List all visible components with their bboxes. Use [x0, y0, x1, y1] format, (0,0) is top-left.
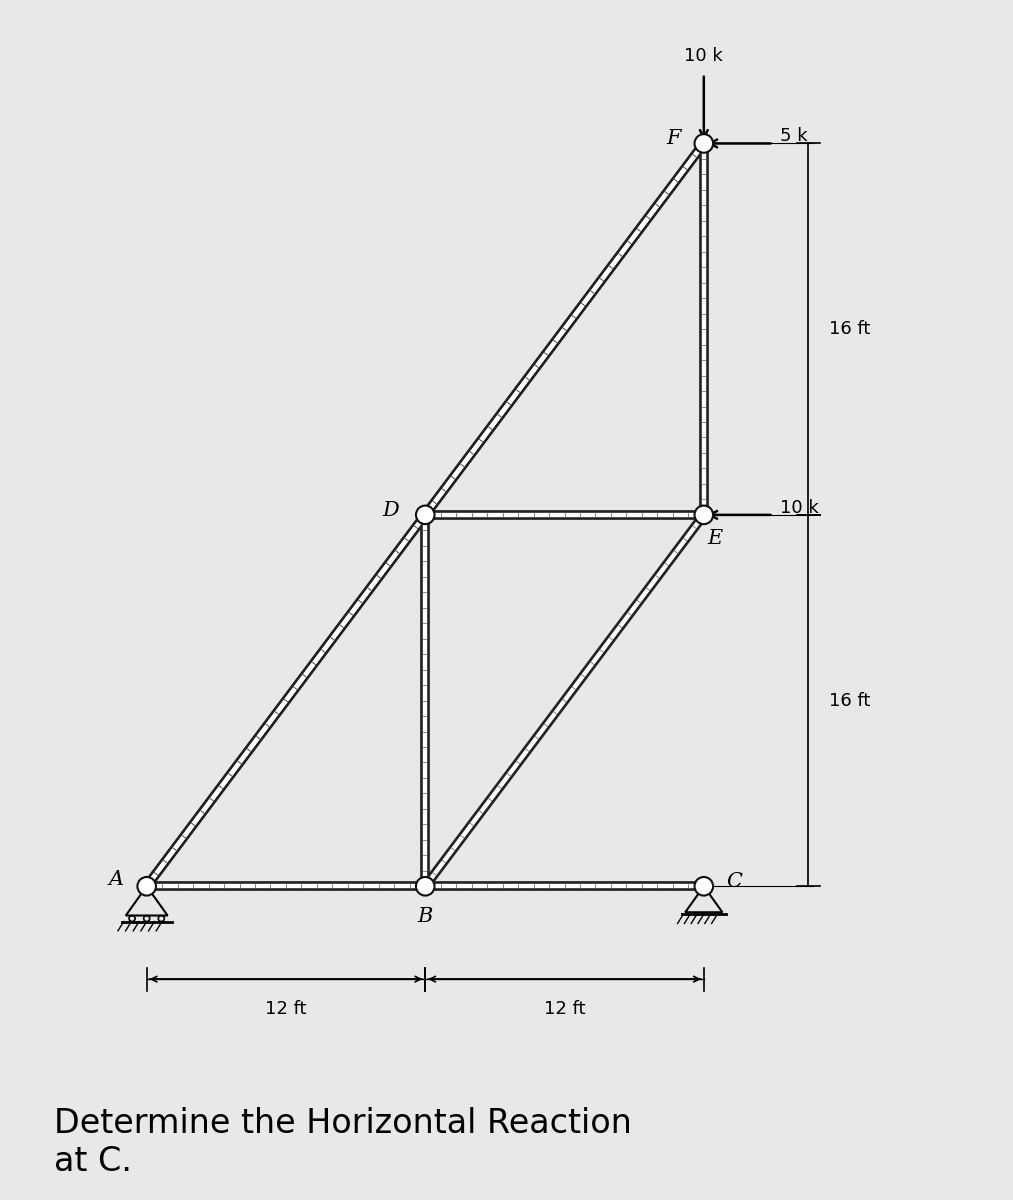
Text: C: C	[726, 872, 742, 892]
Text: 5 k: 5 k	[780, 127, 808, 145]
Text: 16 ft: 16 ft	[830, 691, 870, 709]
Text: B: B	[417, 907, 433, 926]
Circle shape	[695, 134, 713, 152]
Text: 10 k: 10 k	[780, 499, 820, 517]
Circle shape	[138, 877, 156, 895]
Text: 16 ft: 16 ft	[830, 320, 870, 338]
Text: Determine the Horizontal Reaction
at C.: Determine the Horizontal Reaction at C.	[54, 1106, 632, 1178]
Circle shape	[695, 505, 713, 524]
Text: F: F	[667, 130, 681, 149]
Text: D: D	[382, 500, 399, 520]
Circle shape	[416, 505, 435, 524]
Circle shape	[695, 877, 713, 895]
Circle shape	[416, 877, 435, 895]
Text: 10 k: 10 k	[685, 47, 723, 65]
Text: 12 ft: 12 ft	[544, 1000, 586, 1018]
Text: 12 ft: 12 ft	[265, 1000, 307, 1018]
Text: E: E	[708, 528, 723, 547]
Text: A: A	[109, 870, 124, 889]
